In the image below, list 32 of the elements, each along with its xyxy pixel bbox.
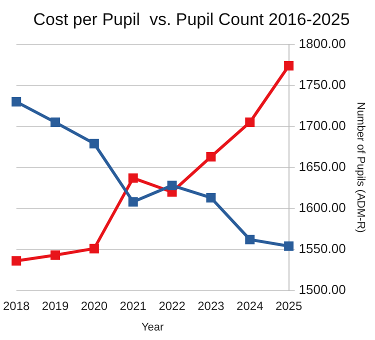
y2-tick-label: 1500.00 xyxy=(298,282,346,297)
x-axis-title: Year xyxy=(141,321,164,334)
x-tick-label: 2022 xyxy=(158,298,186,313)
point xyxy=(167,180,177,190)
point xyxy=(12,97,22,107)
y2-axis-title: Number of Pupils (ADM-R) xyxy=(354,102,366,233)
point xyxy=(89,244,99,254)
point xyxy=(284,60,294,70)
point xyxy=(50,250,60,260)
point xyxy=(89,138,99,148)
x-tick-label: 2020 xyxy=(80,298,108,313)
y2-tick-label: 1650.00 xyxy=(298,158,346,174)
point xyxy=(206,152,216,162)
y2-tick-label: 1800.00 xyxy=(298,36,346,51)
point xyxy=(128,173,138,183)
y2-tick-label: 1700.00 xyxy=(298,118,346,133)
y2-tick-label: 1550.00 xyxy=(298,240,346,256)
x-tick-label: 2025 xyxy=(275,298,302,313)
x-tick-label: 2023 xyxy=(198,298,225,313)
x-tick-label: 2024 xyxy=(236,298,264,313)
point xyxy=(206,193,216,202)
point xyxy=(245,118,255,128)
point xyxy=(12,256,22,266)
x-tick-label: 2019 xyxy=(42,298,69,313)
y2-tick-label: 1600.00 xyxy=(298,200,346,215)
y2-tick-label: 1750.00 xyxy=(298,76,346,92)
chart-title: Cost per Pupil vs. Pupil Count 2016-2025 xyxy=(33,10,350,29)
point xyxy=(50,118,60,128)
point xyxy=(245,234,255,244)
x-tick-label: 2021 xyxy=(120,298,147,313)
x-tick-label: 2018 xyxy=(2,298,30,313)
point xyxy=(128,197,138,207)
